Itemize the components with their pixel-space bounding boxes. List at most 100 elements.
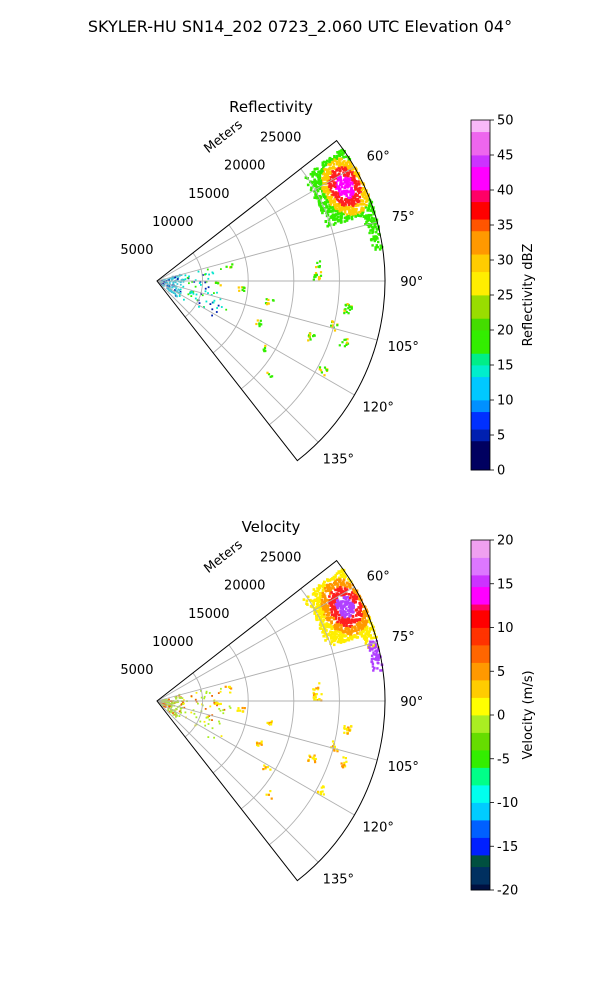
echo-cell bbox=[337, 613, 341, 617]
echo-cell bbox=[350, 307, 353, 310]
echo-cell bbox=[313, 183, 316, 187]
echo-cell bbox=[219, 690, 222, 693]
echo-cell bbox=[330, 324, 333, 327]
colorbar-tick-label: 40 bbox=[497, 184, 514, 199]
range-tick-label: 10000 bbox=[152, 635, 193, 650]
echo-cell bbox=[335, 203, 338, 206]
echo-cell bbox=[370, 221, 374, 224]
colorbar-tick-label: 5 bbox=[497, 665, 505, 680]
echo-cell bbox=[174, 292, 177, 295]
echo-cell bbox=[216, 307, 218, 309]
echo-cell bbox=[335, 612, 339, 615]
echo-cell bbox=[341, 201, 344, 205]
echo-cell bbox=[321, 190, 324, 193]
echo-cell bbox=[348, 208, 351, 212]
echo-cell bbox=[359, 622, 362, 626]
colorbar-tick-label: -15 bbox=[497, 840, 518, 855]
echo-cell bbox=[362, 192, 365, 195]
echo-cell bbox=[376, 654, 380, 658]
echo-cell bbox=[339, 203, 342, 206]
colorbar-swatch bbox=[471, 312, 490, 319]
echo-cell bbox=[332, 158, 336, 161]
echo-cell bbox=[191, 280, 193, 283]
echo-cell bbox=[354, 215, 357, 218]
echo-cell bbox=[335, 592, 338, 595]
echo-cell bbox=[344, 173, 347, 177]
echo-cell bbox=[180, 703, 183, 705]
colorbar-swatch bbox=[471, 347, 490, 354]
echo-cell bbox=[319, 595, 322, 599]
colorbar-tick-label: 50 bbox=[497, 114, 514, 129]
echo-cell bbox=[176, 714, 178, 717]
echo-cell bbox=[342, 630, 346, 634]
colorbar-swatch bbox=[471, 435, 490, 442]
echo-cell bbox=[338, 150, 341, 153]
echo-cell bbox=[345, 213, 349, 216]
echo-cell bbox=[335, 599, 339, 602]
colorbar-swatch bbox=[471, 190, 490, 197]
echo-cell bbox=[370, 216, 374, 220]
echo-cell bbox=[223, 708, 226, 711]
echo-cell bbox=[264, 767, 267, 770]
echo-cell bbox=[345, 194, 348, 197]
echo-cell bbox=[349, 586, 352, 589]
echo-cell bbox=[345, 310, 348, 314]
echo-cell bbox=[214, 701, 217, 705]
echo-cell bbox=[353, 634, 356, 637]
echo-cell bbox=[313, 334, 316, 337]
echo-cell bbox=[176, 701, 178, 704]
echo-cell bbox=[211, 719, 213, 721]
echo-cell bbox=[347, 619, 350, 622]
echo-cell bbox=[315, 599, 319, 602]
echo-cell bbox=[342, 618, 346, 621]
echo-cell bbox=[335, 169, 338, 172]
echo-cell bbox=[320, 601, 323, 604]
colorbar-swatch bbox=[471, 645, 490, 652]
echo-cell bbox=[378, 233, 381, 236]
echo-cell bbox=[324, 623, 328, 627]
echo-cell bbox=[318, 682, 321, 685]
echo-cell bbox=[176, 295, 178, 298]
echo-cell bbox=[217, 282, 220, 285]
echo-cell bbox=[328, 592, 332, 595]
echo-cell bbox=[338, 169, 341, 173]
echo-cell bbox=[331, 216, 335, 220]
azimuth-tick-label: 75° bbox=[392, 210, 415, 225]
colorbar-swatch bbox=[471, 394, 490, 401]
echo-cell bbox=[182, 699, 185, 701]
echo-cell bbox=[341, 203, 344, 207]
echo-cell bbox=[316, 615, 320, 618]
echo-cell bbox=[220, 687, 222, 690]
echo-cell bbox=[195, 700, 198, 703]
echo-cell bbox=[344, 618, 347, 621]
echo-cell bbox=[338, 630, 341, 634]
echo-cell bbox=[350, 628, 353, 632]
echo-cell bbox=[315, 273, 318, 276]
azimuth-tick-label: 120° bbox=[363, 400, 394, 415]
echo-cell bbox=[376, 228, 379, 231]
colorbar-swatch bbox=[471, 709, 490, 716]
echo-cell bbox=[364, 612, 367, 615]
echo-cell bbox=[267, 793, 270, 796]
echo-cell bbox=[352, 604, 355, 608]
echo-cell bbox=[168, 279, 170, 282]
echo-cell bbox=[343, 181, 347, 184]
echo-cell bbox=[362, 634, 366, 638]
echo-cell bbox=[192, 709, 195, 712]
echo-cell bbox=[374, 225, 377, 229]
echo-cell bbox=[341, 341, 344, 344]
echo-cell bbox=[348, 625, 351, 628]
echo-cell bbox=[207, 292, 209, 294]
echo-cell bbox=[323, 632, 327, 635]
echo-cell bbox=[349, 633, 352, 636]
echo-cell bbox=[340, 185, 344, 189]
echo-cell bbox=[184, 278, 187, 281]
echo-cell bbox=[343, 615, 346, 619]
echo-cell bbox=[339, 613, 342, 617]
echo-cell bbox=[333, 172, 337, 175]
echo-cell bbox=[205, 280, 208, 283]
echo-cell bbox=[216, 291, 218, 294]
echo-cell bbox=[331, 206, 334, 209]
echo-cell bbox=[355, 597, 358, 601]
echo-cell bbox=[326, 369, 329, 372]
